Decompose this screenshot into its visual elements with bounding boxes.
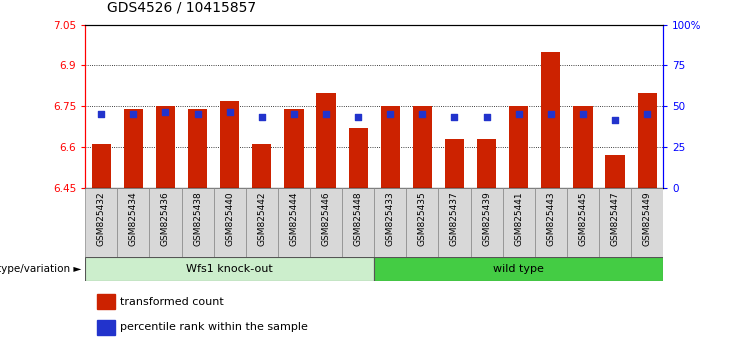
Bar — [381, 106, 400, 188]
Text: GSM825439: GSM825439 — [482, 191, 491, 246]
Bar — [502, 188, 535, 257]
Bar — [117, 188, 150, 257]
Bar — [252, 144, 271, 188]
Point — [448, 114, 460, 120]
Text: genotype/variation ►: genotype/variation ► — [0, 264, 82, 274]
Bar — [220, 101, 239, 188]
Text: GSM825445: GSM825445 — [579, 191, 588, 246]
Point — [641, 112, 653, 117]
Point — [385, 112, 396, 117]
Bar — [374, 257, 663, 281]
Bar — [631, 188, 663, 257]
Point — [320, 112, 332, 117]
Point — [545, 112, 556, 117]
Point — [416, 112, 428, 117]
Point — [127, 112, 139, 117]
Text: GSM825447: GSM825447 — [611, 191, 619, 246]
Bar — [471, 188, 502, 257]
Bar — [97, 294, 116, 309]
Bar — [535, 188, 567, 257]
Point — [577, 112, 589, 117]
Bar — [85, 257, 374, 281]
Text: GSM825433: GSM825433 — [386, 191, 395, 246]
Point — [256, 114, 268, 120]
Bar — [567, 188, 599, 257]
Text: percentile rank within the sample: percentile rank within the sample — [120, 322, 308, 332]
Text: GSM825443: GSM825443 — [546, 191, 555, 246]
Bar — [439, 188, 471, 257]
Text: GSM825436: GSM825436 — [161, 191, 170, 246]
Text: GDS4526 / 10415857: GDS4526 / 10415857 — [107, 0, 256, 14]
Text: GSM825440: GSM825440 — [225, 191, 234, 246]
Bar — [413, 106, 432, 188]
Bar — [574, 106, 593, 188]
Bar — [348, 128, 368, 188]
Bar — [246, 188, 278, 257]
Point — [513, 112, 525, 117]
Text: GSM825444: GSM825444 — [290, 191, 299, 246]
Text: GSM825432: GSM825432 — [97, 191, 106, 246]
Bar — [541, 52, 560, 188]
Point — [192, 112, 204, 117]
Text: wild type: wild type — [494, 264, 544, 274]
Bar — [188, 109, 207, 188]
Point — [224, 109, 236, 114]
Bar — [278, 188, 310, 257]
Bar — [182, 188, 213, 257]
Bar — [92, 144, 111, 188]
Text: GSM825435: GSM825435 — [418, 191, 427, 246]
Bar — [85, 188, 117, 257]
Bar — [156, 106, 175, 188]
Bar — [213, 188, 246, 257]
Bar — [374, 188, 406, 257]
Text: GSM825437: GSM825437 — [450, 191, 459, 246]
Point — [481, 114, 493, 120]
Text: Wfs1 knock-out: Wfs1 knock-out — [186, 264, 273, 274]
Bar — [285, 109, 304, 188]
Text: GSM825448: GSM825448 — [353, 191, 362, 246]
Text: GSM825446: GSM825446 — [322, 191, 330, 246]
Text: GSM825442: GSM825442 — [257, 191, 266, 246]
Text: GSM825434: GSM825434 — [129, 191, 138, 246]
Bar — [97, 320, 116, 335]
Bar — [605, 155, 625, 188]
Text: GSM825441: GSM825441 — [514, 191, 523, 246]
Bar — [310, 188, 342, 257]
Point — [159, 109, 171, 114]
Point — [352, 114, 364, 120]
Bar — [316, 93, 336, 188]
Bar — [342, 188, 374, 257]
Bar — [150, 188, 182, 257]
Point — [609, 117, 621, 122]
Bar — [637, 93, 657, 188]
Point — [288, 112, 300, 117]
Text: GSM825438: GSM825438 — [193, 191, 202, 246]
Bar — [445, 139, 464, 188]
Bar — [406, 188, 439, 257]
Bar — [477, 139, 496, 188]
Bar — [599, 188, 631, 257]
Text: transformed count: transformed count — [120, 297, 224, 307]
Bar — [509, 106, 528, 188]
Text: GSM825449: GSM825449 — [642, 191, 651, 246]
Point — [96, 112, 107, 117]
Bar — [124, 109, 143, 188]
